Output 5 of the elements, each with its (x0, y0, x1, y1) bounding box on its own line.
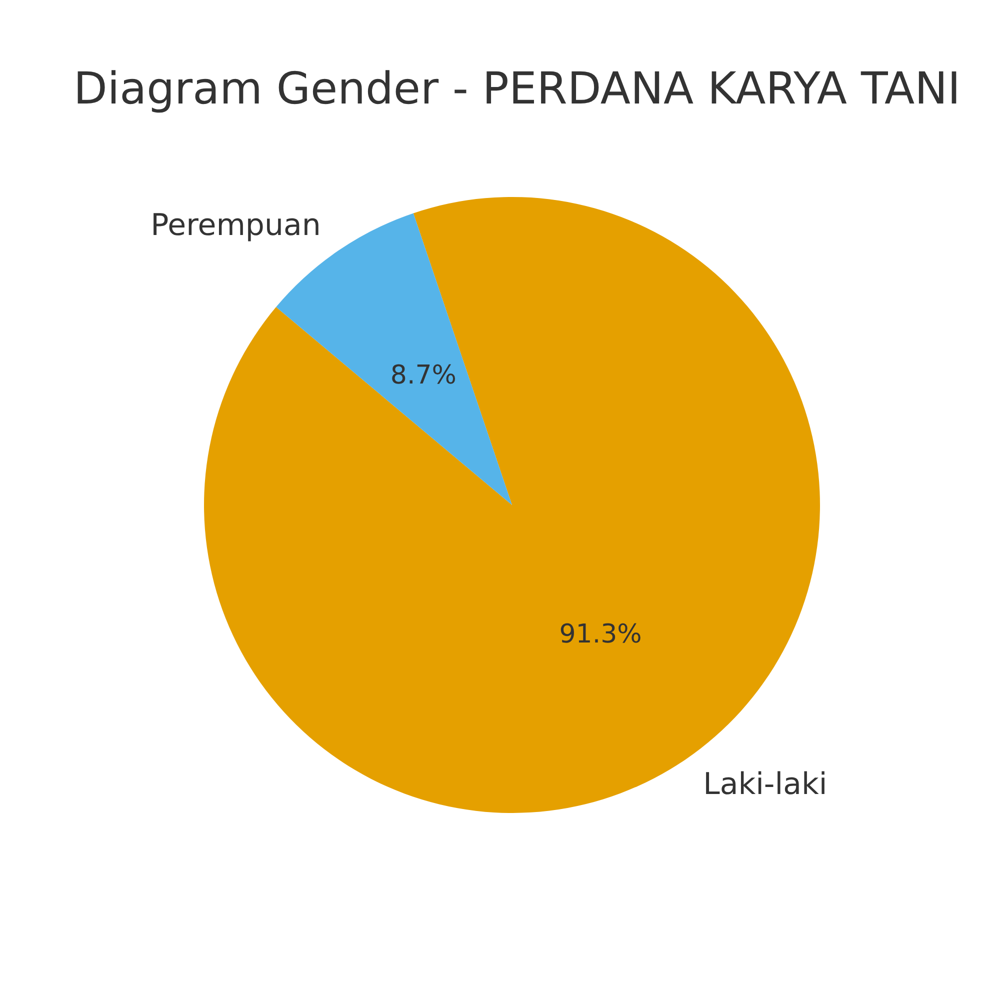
data-label: 8.7% (390, 360, 456, 390)
slice-label: Perempuan (150, 208, 321, 243)
slice-label: Laki-laki (703, 767, 828, 802)
data-label: 91.3% (559, 620, 642, 650)
chart-title: Diagram Gender - PERDANA KARYA TANI (74, 64, 960, 114)
